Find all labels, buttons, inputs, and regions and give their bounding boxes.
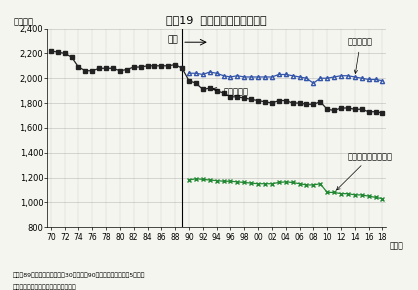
Title: 図表19  年間総労働時間の推移: 図表19 年間総労働時間の推移 [166, 15, 267, 25]
Text: （注）89年以前は事業所規模30人以上、90年以降は事業所規模5人以上: （注）89年以前は事業所規模30人以上、90年以降は事業所規模5人以上 [13, 273, 145, 278]
Text: （時間）: （時間） [13, 18, 33, 27]
Text: 就業形態計: 就業形態計 [213, 87, 249, 96]
Text: （資料）厚生労働省「毎月勤労統計」: （資料）厚生労働省「毎月勤労統計」 [13, 284, 76, 290]
Text: 平成: 平成 [168, 35, 178, 44]
Text: （年）: （年） [389, 241, 403, 250]
Text: パートタイム労働者: パートタイム労働者 [336, 152, 393, 190]
Text: 一般労働者: 一般労働者 [348, 38, 373, 73]
